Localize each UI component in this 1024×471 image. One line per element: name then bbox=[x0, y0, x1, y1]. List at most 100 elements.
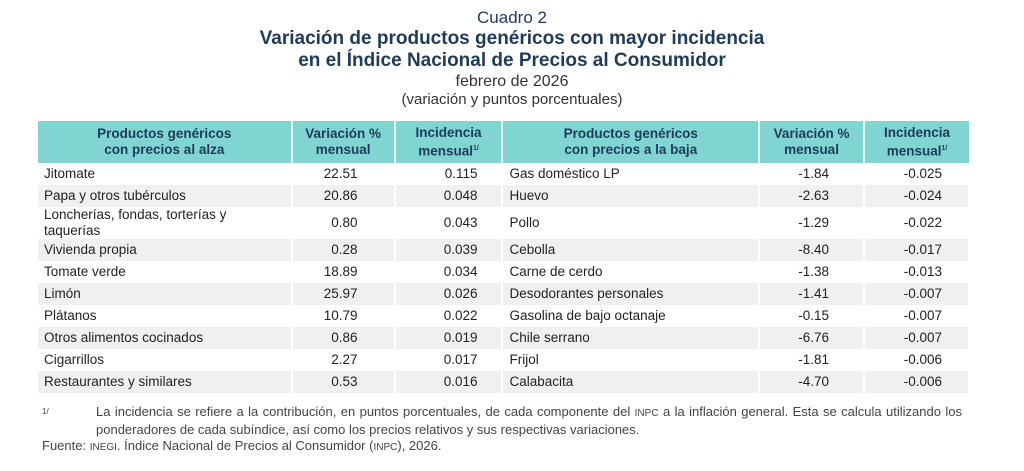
up-incidence-cell: 0.019 bbox=[394, 327, 504, 349]
table-title-block: Cuadro 2 Variación de productos genérico… bbox=[0, 8, 1024, 108]
table-row: Tomate verde 18.89 0.034 Carne de cerdo -1.3… bbox=[38, 261, 970, 283]
source-line: Fuente: INEGI. Índice Nacional de Precio… bbox=[42, 438, 962, 456]
down-incidence-cell: -0.013 bbox=[864, 261, 970, 283]
down-incidence-cell: -0.025 bbox=[864, 163, 970, 185]
up-product-cell: Tomate verde bbox=[38, 261, 293, 283]
header-up-products: Productos genéricos con precios al alza bbox=[38, 121, 293, 163]
down-product-cell: Pollo bbox=[502, 207, 761, 239]
incidence-table: Productos genéricos con precios al alza V… bbox=[38, 121, 970, 393]
down-variation-cell: -4.70 bbox=[759, 371, 866, 393]
footnote-abbr: INPC bbox=[634, 408, 659, 419]
up-incidence-cell: 0.026 bbox=[394, 283, 504, 305]
up-incidence-cell: 0.022 bbox=[394, 305, 504, 327]
table-label: Cuadro 2 bbox=[477, 8, 547, 27]
up-product-cell: Limón bbox=[38, 283, 293, 305]
header-text: Incidencia bbox=[415, 124, 482, 140]
up-variation-cell: 18.89 bbox=[291, 261, 396, 283]
up-incidence-cell: 0.039 bbox=[394, 239, 504, 261]
table-row: Jitomate 22.51 0.115 Gas doméstico LP -1.84-… bbox=[38, 163, 970, 185]
footnote-part: La incidencia se refiere a la contribuci… bbox=[96, 404, 635, 419]
header-down-products: Productos genéricos con precios a la baja bbox=[502, 121, 761, 163]
table-title-line2: en el Índice Nacional de Precios al Cons… bbox=[298, 50, 726, 71]
up-incidence-cell: 0.043 bbox=[394, 207, 504, 239]
down-incidence-cell: -0.007 bbox=[864, 283, 970, 305]
footnote-part: a la inflación general. Esta se calcula … bbox=[96, 404, 962, 437]
down-incidence-cell: -0.007 bbox=[864, 305, 970, 327]
up-variation-cell: 25.97 bbox=[291, 283, 396, 305]
down-product-cell: Desodorantes personales bbox=[502, 283, 761, 305]
up-variation-cell: 20.86 bbox=[291, 185, 396, 207]
down-variation-cell: -1.29 bbox=[759, 207, 866, 239]
up-product-cell: Jitomate bbox=[38, 163, 293, 185]
down-variation-cell: -0.15 bbox=[759, 305, 866, 327]
up-variation-cell: 0.53 bbox=[291, 371, 396, 393]
header-up-variation: Variación % mensual bbox=[291, 121, 396, 163]
up-incidence-cell: 0.017 bbox=[394, 349, 504, 371]
up-variation-cell: 10.79 bbox=[291, 305, 396, 327]
table-title-line1: Variación de productos genéricos con may… bbox=[259, 28, 765, 49]
up-variation-cell: 0.80 bbox=[291, 207, 396, 239]
up-incidence-cell: 0.016 bbox=[394, 371, 504, 393]
footnote-ref: 1/ bbox=[472, 144, 479, 152]
header-text: Productos genéricos bbox=[97, 126, 232, 141]
down-variation-cell: -1.81 bbox=[759, 349, 866, 371]
up-product-cell: Vivienda propia bbox=[38, 239, 293, 261]
table-notes: 1/ La incidencia se refiere a la contrib… bbox=[42, 404, 962, 456]
up-product-cell: Restaurantes y similares bbox=[38, 371, 293, 393]
footnote-text: La incidencia se refiere a la contribuci… bbox=[96, 404, 962, 438]
table-row: Restaurantes y similares 0.53 0.016 Calabac… bbox=[38, 371, 970, 393]
up-variation-cell: 2.27 bbox=[291, 349, 396, 371]
down-incidence-cell: -0.024 bbox=[864, 185, 970, 207]
up-variation-cell: 22.51 bbox=[291, 163, 396, 185]
down-incidence-cell: -0.017 bbox=[864, 239, 970, 261]
header-text: Productos genéricos bbox=[563, 126, 698, 141]
header-down-incidence: Incidencia mensual1/ bbox=[864, 121, 969, 163]
source-part: . Índice Nacional de Precios al Consumid… bbox=[116, 438, 374, 453]
up-variation-cell: 0.28 bbox=[291, 239, 396, 261]
down-variation-cell: -8.40 bbox=[759, 239, 866, 261]
footnote: 1/ La incidencia se refiere a la contrib… bbox=[42, 404, 962, 438]
up-product-cell: Cigarrillos bbox=[38, 349, 293, 371]
down-product-cell: Chile serrano bbox=[502, 327, 761, 349]
source-part: ), 2026. bbox=[397, 438, 442, 453]
down-product-cell: Carne de cerdo bbox=[502, 261, 761, 283]
down-variation-cell: -1.41 bbox=[759, 283, 866, 305]
down-product-cell: Calabacita bbox=[502, 371, 761, 393]
table-row: Papa y otros tubérculos 20.86 0.048 Huevo -2… bbox=[38, 185, 970, 207]
down-variation-cell: -1.84 bbox=[759, 163, 866, 185]
up-incidence-cell: 0.115 bbox=[394, 163, 504, 185]
header-text: Variación % bbox=[305, 126, 381, 141]
up-product-cell: Papa y otros tubérculos bbox=[38, 185, 293, 207]
header-text: mensual bbox=[886, 143, 942, 159]
up-product-cell: Loncherías, fondas, torterías y taquería… bbox=[38, 207, 293, 239]
down-variation-cell: -2.63 bbox=[759, 185, 866, 207]
table-row: Limón 25.97 0.026 Desodorantes personales -1… bbox=[38, 283, 970, 305]
up-product-cell: Otros alimentos cocinados bbox=[38, 327, 293, 349]
up-incidence-cell: 0.048 bbox=[394, 185, 504, 207]
header-text: mensual bbox=[784, 142, 839, 157]
header-text: mensual bbox=[418, 143, 473, 159]
up-product-cell: Plátanos bbox=[38, 305, 293, 327]
down-incidence-cell: -0.006 bbox=[864, 349, 970, 371]
header-text: con precios a la baja bbox=[564, 142, 698, 157]
down-product-cell: Gasolina de bajo octanaje bbox=[502, 305, 761, 327]
header-down-variation: Variación % mensual bbox=[759, 121, 866, 163]
down-product-cell: Gas doméstico LP bbox=[502, 163, 761, 185]
down-product-cell: Frijol bbox=[502, 349, 761, 371]
header-up-incidence: Incidencia mensual1/ bbox=[394, 121, 504, 163]
header-text: mensual bbox=[315, 142, 371, 157]
down-variation-cell: -1.38 bbox=[759, 261, 866, 283]
up-incidence-cell: 0.034 bbox=[394, 261, 504, 283]
header-text: Incidencia bbox=[884, 124, 951, 140]
source-abbr: INEGI bbox=[89, 442, 117, 453]
down-product-cell: Huevo bbox=[502, 185, 761, 207]
table-row: Otros alimentos cocinados 0.86 0.019 Chile … bbox=[38, 327, 970, 349]
table-units: (variación y puntos porcentuales) bbox=[401, 91, 623, 108]
table-row: Cigarrillos 2.27 0.017 Frijol -1.81 -0.006 bbox=[38, 349, 970, 371]
down-product-cell: Cebolla bbox=[502, 239, 761, 261]
header-text: con precios al alza bbox=[104, 142, 225, 157]
footnote-mark: 1/ bbox=[42, 407, 49, 416]
table-row: Vivienda propia 0.28 0.039 Cebolla -8.40 -0.0… bbox=[38, 239, 970, 261]
up-variation-cell: 0.86 bbox=[291, 327, 396, 349]
down-variation-cell: -6.76 bbox=[759, 327, 866, 349]
